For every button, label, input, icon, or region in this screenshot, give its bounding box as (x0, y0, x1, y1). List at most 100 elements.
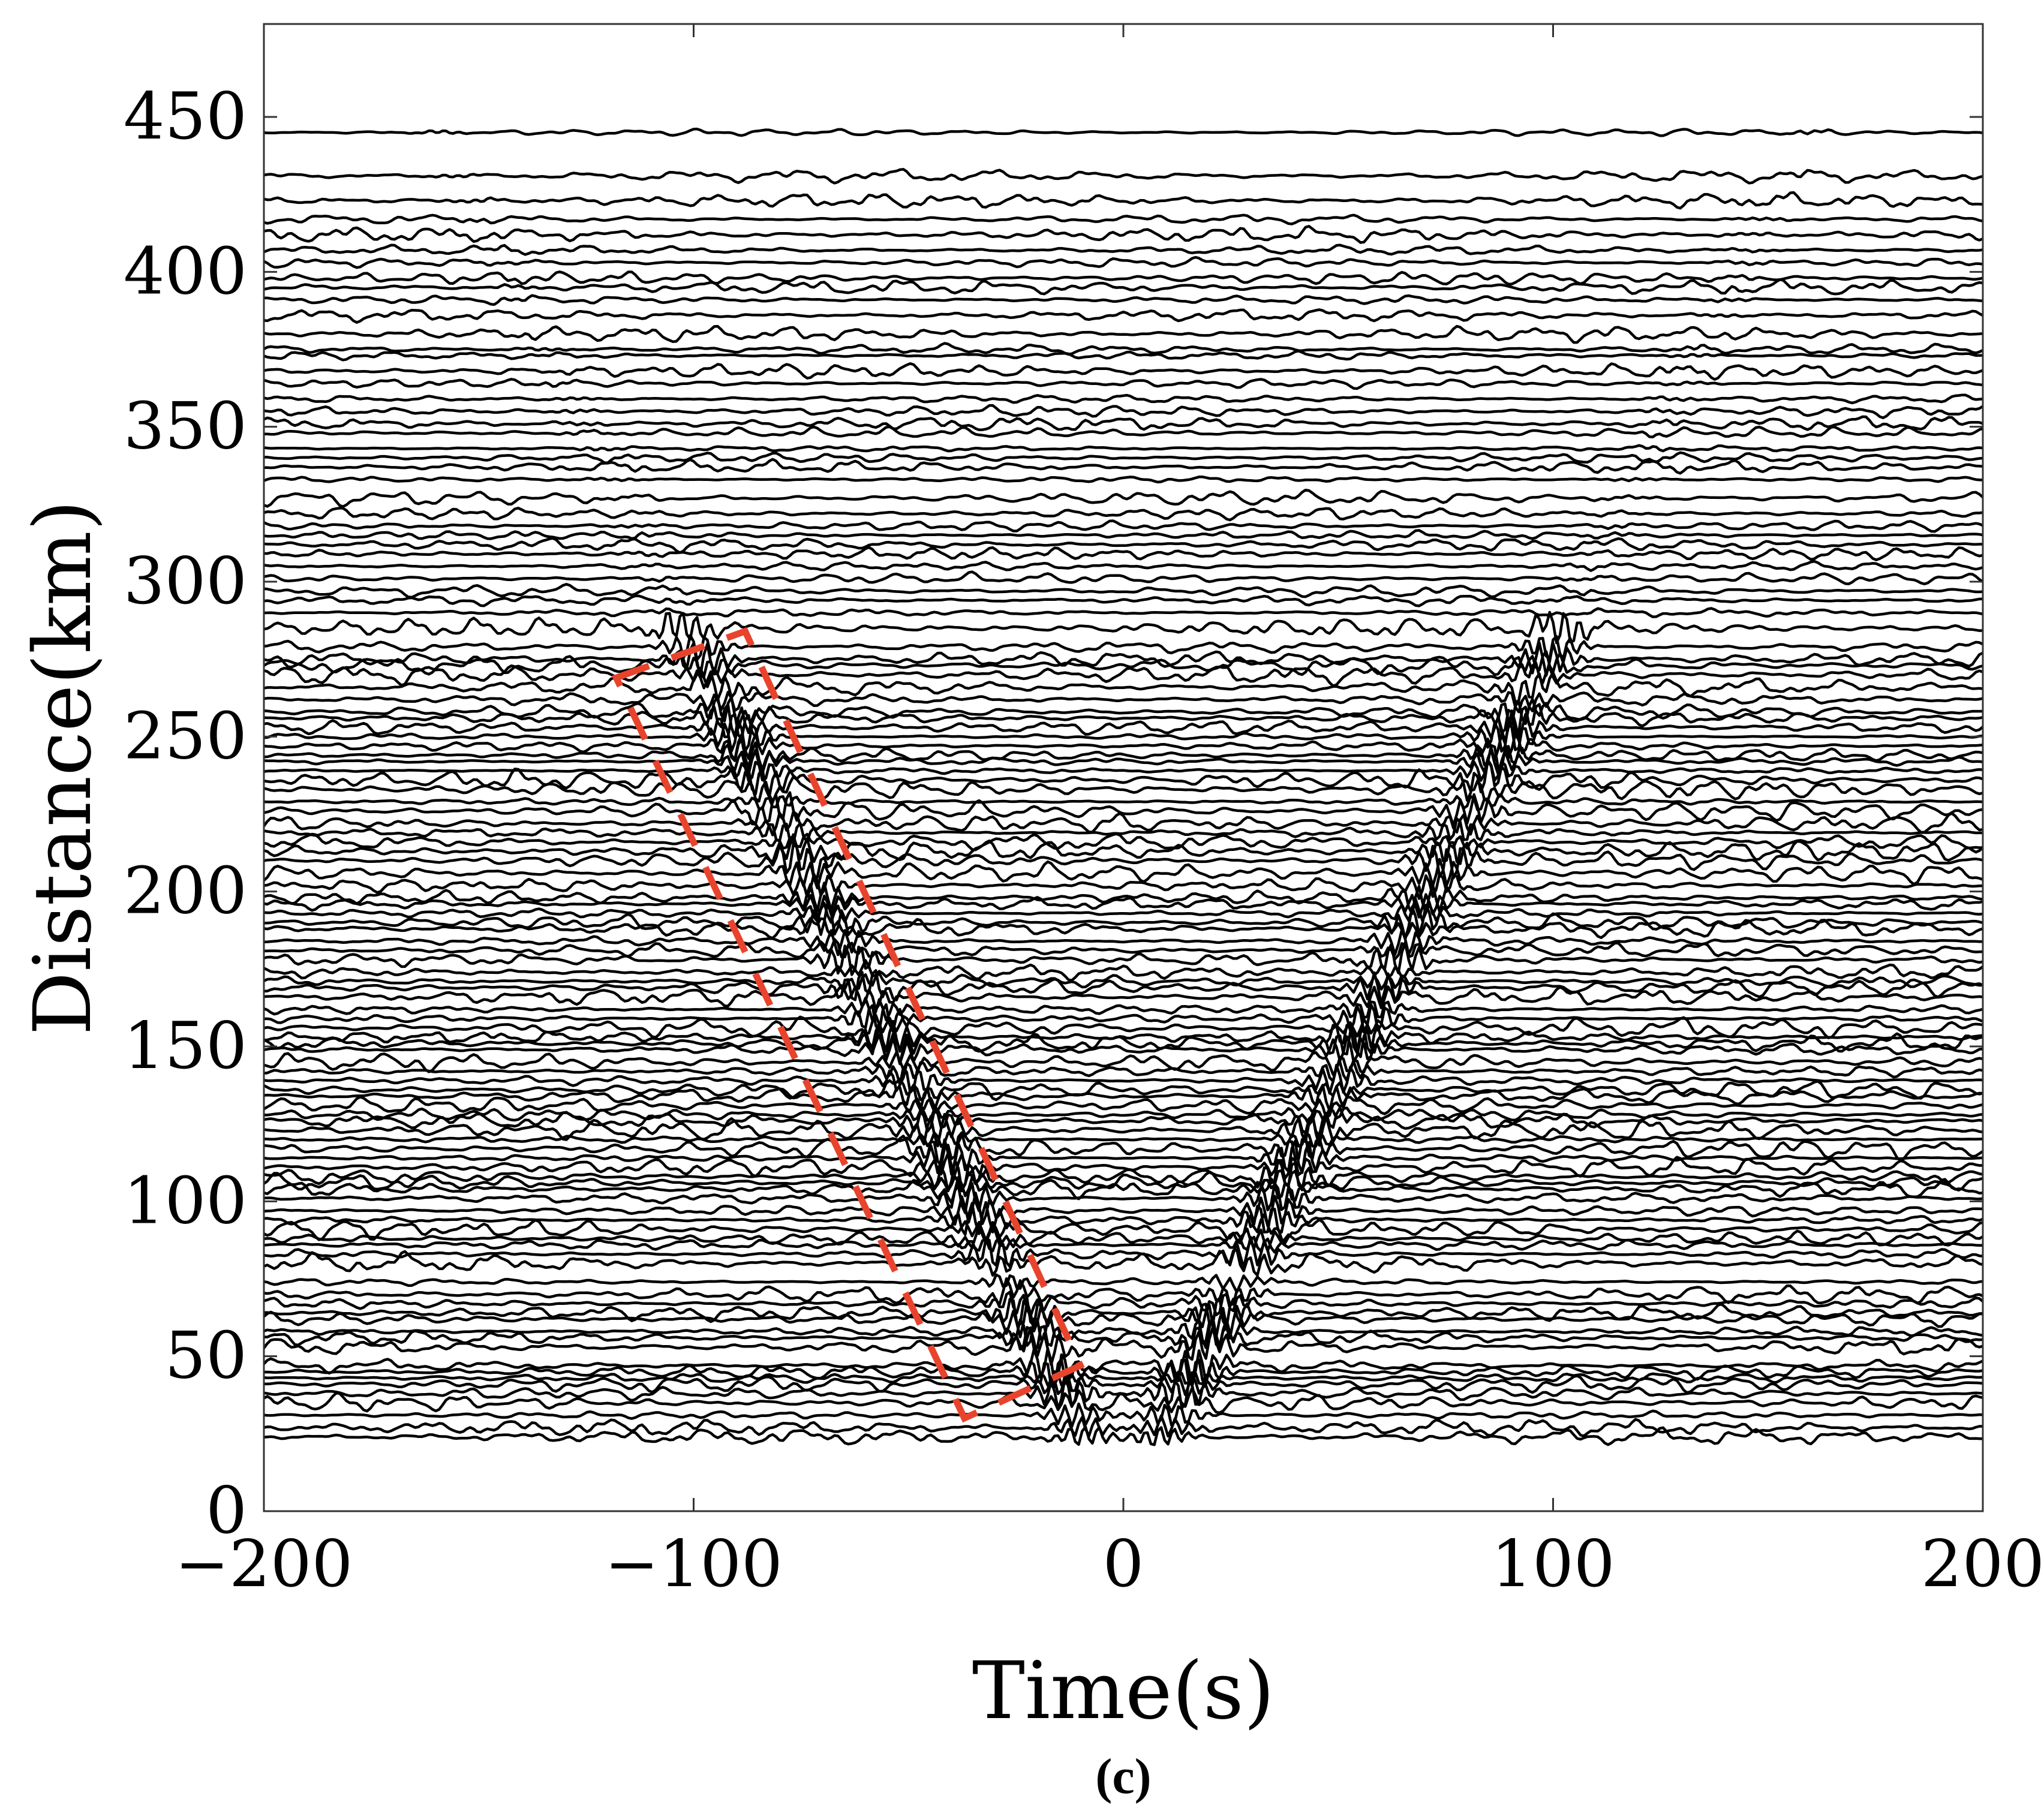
trace-line (264, 1151, 1983, 1180)
y-tick-label: 250 (124, 699, 247, 774)
trace-line (264, 941, 1983, 976)
seismic-traces (264, 127, 1983, 1446)
trace-line (264, 748, 1983, 776)
trace-line (264, 1106, 1983, 1137)
trace-line (264, 984, 1983, 1011)
y-tick-label: 50 (165, 1319, 247, 1394)
trace-line (264, 378, 1983, 390)
moveout-highlight-box (611, 627, 1085, 1423)
trace-line (264, 1078, 1983, 1102)
trace-line (264, 1296, 1983, 1329)
trace-line (264, 1321, 1983, 1352)
trace-line (264, 1248, 1983, 1277)
trace-line (264, 1213, 1983, 1245)
trace-line (264, 1138, 1983, 1176)
trace-line (264, 817, 1983, 845)
trace-line (264, 1201, 1983, 1237)
y-tick-label: 100 (124, 1163, 247, 1238)
trace-line (264, 1084, 1983, 1113)
trace-line (264, 350, 1983, 362)
trace-line (264, 324, 1983, 344)
trace-line (264, 294, 1983, 306)
trace-line (264, 1060, 1983, 1086)
trace-line (264, 696, 1983, 730)
trace-line (264, 901, 1983, 941)
trace-line (264, 243, 1983, 256)
trace-line (264, 1051, 1983, 1076)
trace-line (264, 393, 1983, 405)
trace-line (264, 691, 1983, 714)
trace-line (264, 1106, 1983, 1126)
trace-line (264, 1192, 1983, 1228)
trace-line (264, 213, 1983, 225)
x-tick-label: −100 (605, 1527, 783, 1602)
trace-line (264, 833, 1983, 865)
trace-line (264, 893, 1983, 919)
y-tick-label: 350 (124, 389, 247, 464)
trace-line (264, 858, 1983, 890)
trace-line (264, 969, 1983, 1005)
trace-line (264, 959, 1983, 982)
trace-line (264, 1358, 1983, 1389)
trace-line (264, 308, 1983, 324)
trace-line (264, 1063, 1983, 1095)
trace-line (264, 1131, 1983, 1167)
trace-line (264, 928, 1983, 956)
trace-line (264, 507, 1983, 522)
trace-line (264, 938, 1983, 961)
trace-line (264, 255, 1983, 269)
trace-line (264, 278, 1983, 296)
trace-line (264, 404, 1983, 419)
trace-line (264, 719, 1983, 753)
trace-line (264, 1277, 1983, 1307)
trace-line (264, 1175, 1983, 1205)
trace-line (264, 1290, 1983, 1318)
trace-line (264, 832, 1983, 852)
trace-line (264, 546, 1983, 561)
trace-line (264, 475, 1983, 484)
trace-line (264, 1131, 1983, 1148)
plot-frame (263, 23, 1984, 1512)
x-tick-label: 200 (1921, 1527, 2044, 1602)
trace-line (264, 425, 1983, 438)
trace-line (264, 1033, 1983, 1065)
trace-line (264, 1386, 1983, 1415)
trace-line (264, 732, 1983, 762)
y-axis-ticks: 0 50 100 150 200 250 300 350 400 450 (124, 79, 1983, 1548)
trace-line (264, 1347, 1983, 1388)
trace-line (264, 872, 1983, 900)
trace-line (264, 1376, 1983, 1411)
trace-line (264, 1316, 1983, 1349)
trace-line (264, 1223, 1983, 1253)
trace-line (264, 559, 1983, 572)
y-tick-label: 450 (124, 79, 247, 154)
trace-line (264, 1235, 1983, 1254)
trace-line (264, 270, 1983, 286)
trace-line (264, 791, 1983, 827)
figure-caption: (c) (1095, 1749, 1151, 1804)
trace-line (264, 703, 1983, 739)
trace-line (264, 650, 1983, 679)
trace-line (264, 1425, 1983, 1446)
trace-line (264, 519, 1983, 533)
x-axis-label: Time(s) (972, 1645, 1275, 1737)
trace-line (264, 1003, 1983, 1034)
trace-line (264, 917, 1983, 940)
trace-line (264, 225, 1983, 244)
trace-line (264, 669, 1983, 704)
trace-line (264, 1182, 1983, 1214)
trace-line (264, 342, 1983, 356)
trace-line (264, 882, 1983, 916)
trace-line (264, 415, 1983, 432)
trace-line (264, 1025, 1983, 1066)
x-tick-label: 0 (1103, 1527, 1144, 1602)
trace-line (264, 191, 1983, 210)
trace-line (264, 1326, 1983, 1366)
trace-line (264, 1169, 1983, 1194)
trace-line (264, 794, 1983, 811)
trace-line (264, 610, 1983, 645)
trace-line (264, 127, 1983, 137)
trace-line (264, 996, 1983, 1022)
trace-line (264, 168, 1983, 185)
